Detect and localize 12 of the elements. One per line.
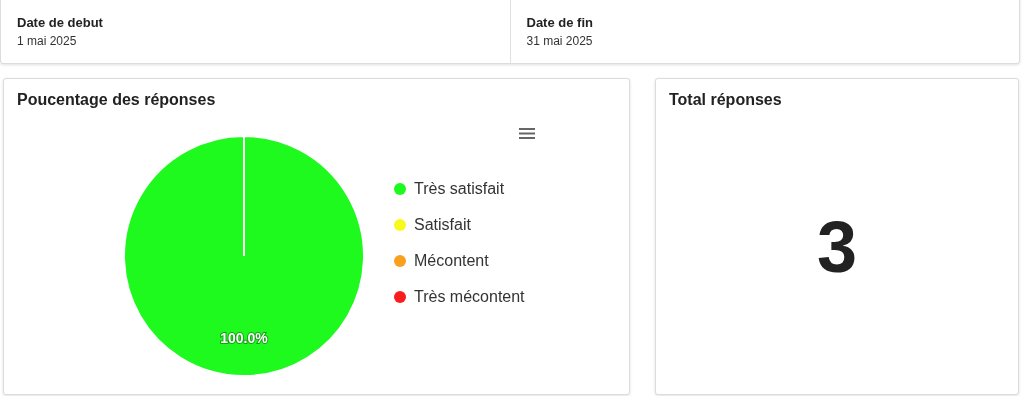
text: 3: [815, 207, 858, 287]
legend-label: Satisfait: [414, 215, 471, 235]
chart-title: Poucentage des réponses: [17, 91, 216, 109]
legend-label: Très mécontent: [414, 287, 525, 307]
text: 31 mai 2025: [526, 34, 594, 48]
legend-label: Mécontent: [414, 251, 489, 271]
legend-label: Très satisfait: [414, 179, 505, 199]
data-label: 100.0%: [220, 329, 269, 346]
text: Date de fin: [526, 15, 594, 30]
text: Date de debut: [17, 15, 104, 30]
text: 1 mai 2025: [17, 34, 78, 48]
text: Total réponses: [669, 91, 782, 109]
